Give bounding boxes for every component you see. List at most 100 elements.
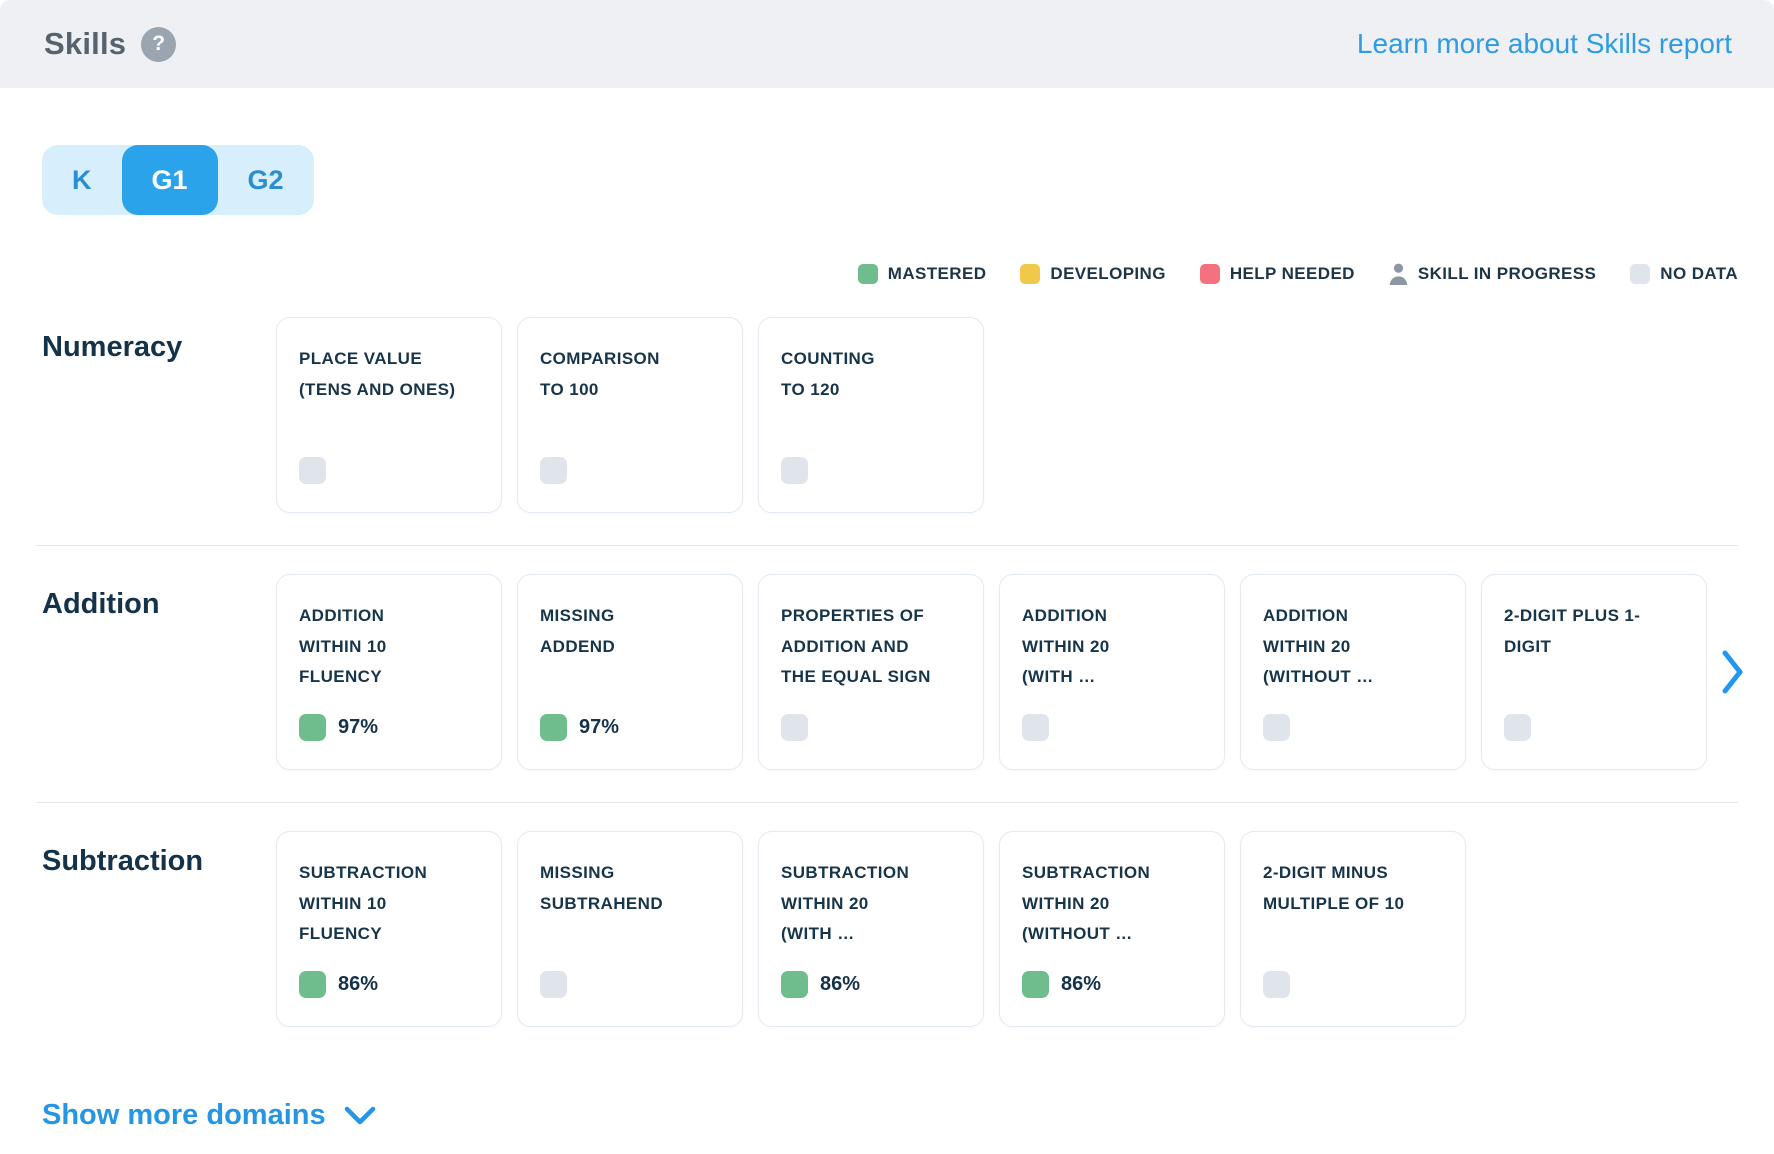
skill-title: PLACE VALUE (TENS AND ONES) [299, 349, 456, 399]
skill-title: SUBTRACTION WITHIN 20 (WITH … [781, 863, 910, 944]
skill-status [540, 457, 720, 484]
legend-label: MASTERED [887, 264, 987, 283]
skill-status: 86% [781, 971, 961, 998]
skill-status [781, 714, 961, 741]
skill-card[interactable]: ADDITION WITHIN 20 (WITHOUT … [1240, 574, 1466, 770]
skill-title: 2-DIGIT PLUS 1- DIGIT [1504, 606, 1641, 656]
skill-title: SUBTRACTION WITHIN 20 (WITHOUT … [1022, 863, 1151, 944]
status-badge [1504, 714, 1531, 741]
skill-percent: 86% [1061, 973, 1102, 995]
mastered-swatch [857, 264, 878, 284]
skill-title: ADDITION WITHIN 10 FLUENCY [299, 606, 387, 687]
header-title-group: Skills ? [44, 26, 177, 62]
question-mark-glyph: ? [152, 32, 166, 55]
legend-label: NO DATA [1660, 264, 1738, 283]
no-data-swatch [1630, 264, 1651, 284]
skill-status: 97% [540, 714, 720, 741]
status-badge [299, 971, 326, 998]
person-icon [1389, 263, 1408, 285]
skill-percent: 86% [820, 973, 861, 995]
skill-percent: 97% [579, 716, 620, 738]
skill-status: 86% [299, 971, 479, 998]
skill-status [540, 971, 720, 998]
skill-percent: 97% [338, 716, 379, 738]
grade-tab-g1[interactable]: G1 [121, 145, 218, 215]
legend-item: SKILL IN PROGRESS [1389, 263, 1596, 285]
skill-card[interactable]: COMPARISON TO 100 [517, 317, 743, 513]
status-badge [781, 457, 808, 484]
status-badge [1022, 971, 1049, 998]
skill-title: ADDITION WITHIN 20 (WITHOUT … [1263, 606, 1374, 687]
status-badge [540, 714, 567, 741]
skill-status [1263, 971, 1443, 998]
skill-cards: SUBTRACTION WITHIN 10 FLUENCY 86% MISSIN… [276, 831, 1738, 1027]
skill-status [299, 457, 479, 484]
help-needed-swatch [1199, 264, 1220, 284]
legend-label: HELP NEEDED [1229, 264, 1355, 283]
domain-title: Subtraction [42, 845, 204, 877]
skill-card[interactable]: PROPERTIES OF ADDITION AND THE EQUAL SIG… [758, 574, 984, 770]
developing-swatch [1020, 264, 1041, 284]
domain-row-numeracy: Numeracy PLACE VALUE (TENS AND ONES) COM… [36, 289, 1738, 545]
skill-status [1504, 714, 1684, 741]
status-badge [1022, 714, 1049, 741]
skill-title: COUNTING TO 120 [781, 349, 875, 399]
status-badge [781, 714, 808, 741]
help-icon[interactable]: ? [141, 26, 177, 62]
grade-tab-g2[interactable]: G2 [218, 145, 314, 215]
status-badge [540, 971, 567, 998]
skill-title: ADDITION WITHIN 20 (WITH … [1022, 606, 1110, 687]
skill-card[interactable]: 2-DIGIT PLUS 1- DIGIT [1481, 574, 1707, 770]
status-badge [1263, 714, 1290, 741]
learn-more-link[interactable]: Learn more about Skills report [1356, 28, 1732, 59]
skill-card[interactable]: SUBTRACTION WITHIN 20 (WITHOUT … 86% [999, 831, 1225, 1027]
skill-card[interactable]: MISSING SUBTRAHEND [517, 831, 743, 1027]
show-more-label: Show more domains [42, 1099, 326, 1131]
skill-cards: ADDITION WITHIN 10 FLUENCY 97% MISSING A… [276, 574, 1707, 770]
skill-card[interactable]: MISSING ADDEND 97% [517, 574, 743, 770]
skill-card[interactable]: SUBTRACTION WITHIN 20 (WITH … 86% [758, 831, 984, 1027]
skill-card[interactable]: PLACE VALUE (TENS AND ONES) [276, 317, 502, 513]
skill-card[interactable]: ADDITION WITHIN 10 FLUENCY 97% [276, 574, 502, 770]
grade-tabs: K G1 G2 [42, 145, 314, 215]
next-arrow-button[interactable] [1721, 649, 1745, 695]
skill-title: MISSING ADDEND [540, 606, 616, 656]
skill-title: SUBTRACTION WITHIN 10 FLUENCY [299, 863, 428, 944]
grade-tab-k[interactable]: K [42, 145, 122, 215]
status-badge [299, 714, 326, 741]
legend-item: MASTERED [857, 264, 987, 284]
domain-row-addition: Addition ADDITION WITHIN 10 FLUENCY 97% … [36, 545, 1743, 802]
domain-title: Addition [42, 588, 160, 620]
legend-item: HELP NEEDED [1199, 264, 1355, 284]
skill-title: PROPERTIES OF ADDITION AND THE EQUAL SIG… [781, 606, 931, 687]
skill-card[interactable]: 2-DIGIT MINUS MULTIPLE OF 10 [1240, 831, 1466, 1027]
domain-row-subtraction: Subtraction SUBTRACTION WITHIN 10 FLUENC… [36, 802, 1738, 1059]
chevron-down-icon [344, 1106, 375, 1124]
skill-card[interactable]: SUBTRACTION WITHIN 10 FLUENCY 86% [276, 831, 502, 1027]
skill-card[interactable]: COUNTING TO 120 [758, 317, 984, 513]
skill-card[interactable]: ADDITION WITHIN 20 (WITH … [999, 574, 1225, 770]
skill-percent: 86% [338, 973, 379, 995]
skill-status [1263, 714, 1443, 741]
status-badge [781, 971, 808, 998]
status-badge [1263, 971, 1290, 998]
status-badge [540, 457, 567, 484]
skill-status: 86% [1022, 971, 1202, 998]
domain-title: Numeracy [42, 331, 183, 363]
header: Skills ? Learn more about Skills report [0, 0, 1774, 88]
skill-status: 97% [299, 714, 479, 741]
legend-label: SKILL IN PROGRESS [1417, 264, 1597, 283]
show-more-domains-button[interactable]: Show more domains [42, 1099, 376, 1132]
legend-item: NO DATA [1630, 264, 1738, 284]
legend-item: DEVELOPING [1020, 264, 1165, 284]
skill-title: 2-DIGIT MINUS MULTIPLE OF 10 [1263, 863, 1405, 913]
chevron-right-icon [1722, 650, 1743, 694]
legend-label: DEVELOPING [1050, 264, 1166, 283]
skill-status [781, 457, 961, 484]
skill-title: COMPARISON TO 100 [540, 349, 660, 399]
skill-cards: PLACE VALUE (TENS AND ONES) COMPARISON T… [276, 317, 1738, 513]
skill-status [1022, 714, 1202, 741]
page-title: Skills [44, 26, 127, 61]
status-badge [299, 457, 326, 484]
